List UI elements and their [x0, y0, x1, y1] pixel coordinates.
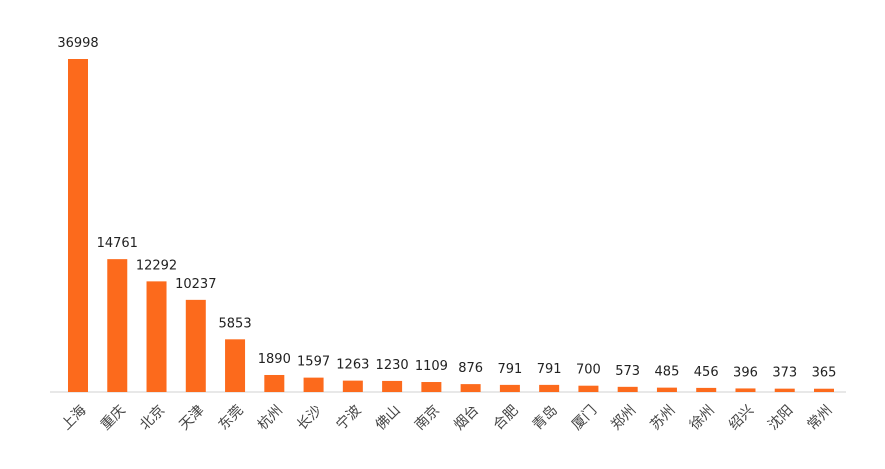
x-tick-label: 北京 [137, 402, 168, 433]
value-label: 365 [812, 366, 837, 381]
bar [617, 386, 638, 392]
x-tick-label: 东莞 [216, 402, 247, 433]
x-tick-label: 常州 [805, 402, 836, 433]
bar [499, 384, 520, 392]
value-label: 1597 [297, 355, 330, 370]
bar [460, 384, 481, 392]
bar [735, 388, 756, 392]
bar [696, 387, 717, 392]
bar [264, 374, 285, 392]
value-label: 12292 [136, 258, 177, 273]
bar [539, 384, 560, 392]
x-tick-label: 烟台 [451, 402, 482, 433]
value-label: 791 [497, 362, 522, 377]
value-label: 1230 [376, 358, 409, 373]
x-tick-label: 绍兴 [726, 402, 757, 433]
bar [421, 382, 442, 392]
bar [578, 385, 599, 392]
value-label: 5853 [219, 316, 252, 331]
x-tick-label: 厦门 [569, 402, 600, 433]
x-tick-label: 长沙 [294, 402, 325, 433]
value-label: 396 [733, 365, 758, 380]
value-label: 373 [772, 366, 797, 381]
value-label: 573 [615, 364, 640, 379]
value-label: 14761 [97, 236, 138, 251]
x-tick-label: 合肥 [490, 402, 521, 433]
value-label: 10237 [175, 277, 216, 292]
value-label: 1890 [258, 352, 291, 367]
bar [382, 380, 403, 392]
bar [185, 299, 206, 392]
x-tick-label: 宁波 [333, 402, 365, 434]
value-label: 700 [576, 363, 601, 378]
bar [342, 380, 363, 392]
x-tick-label: 南京 [412, 402, 443, 433]
bar [774, 388, 795, 392]
x-tick-label: 郑州 [608, 402, 639, 433]
bar [814, 388, 834, 392]
x-tick-label: 苏州 [647, 402, 678, 433]
x-tick-label: 杭州 [255, 402, 286, 433]
x-tick-label: 青岛 [530, 402, 561, 433]
bar [225, 339, 246, 392]
bar [656, 387, 677, 392]
value-label: 876 [458, 361, 483, 376]
bar [303, 377, 324, 392]
bar [68, 59, 88, 392]
x-tick-label: 沈阳 [765, 402, 796, 433]
bar [107, 259, 128, 392]
value-label: 485 [655, 365, 680, 380]
x-tick-label: 徐州 [687, 402, 718, 433]
x-tick-label: 上海 [59, 402, 90, 433]
bar [146, 281, 167, 392]
value-label: 456 [694, 365, 719, 380]
value-label: 1263 [336, 358, 369, 373]
x-tick-label: 重庆 [98, 402, 129, 433]
value-label: 36998 [57, 36, 98, 51]
x-tick-label: 佛山 [373, 402, 404, 433]
value-label: 1109 [415, 359, 448, 374]
value-label: 791 [537, 362, 562, 377]
x-tick-label: 天津 [176, 402, 207, 433]
